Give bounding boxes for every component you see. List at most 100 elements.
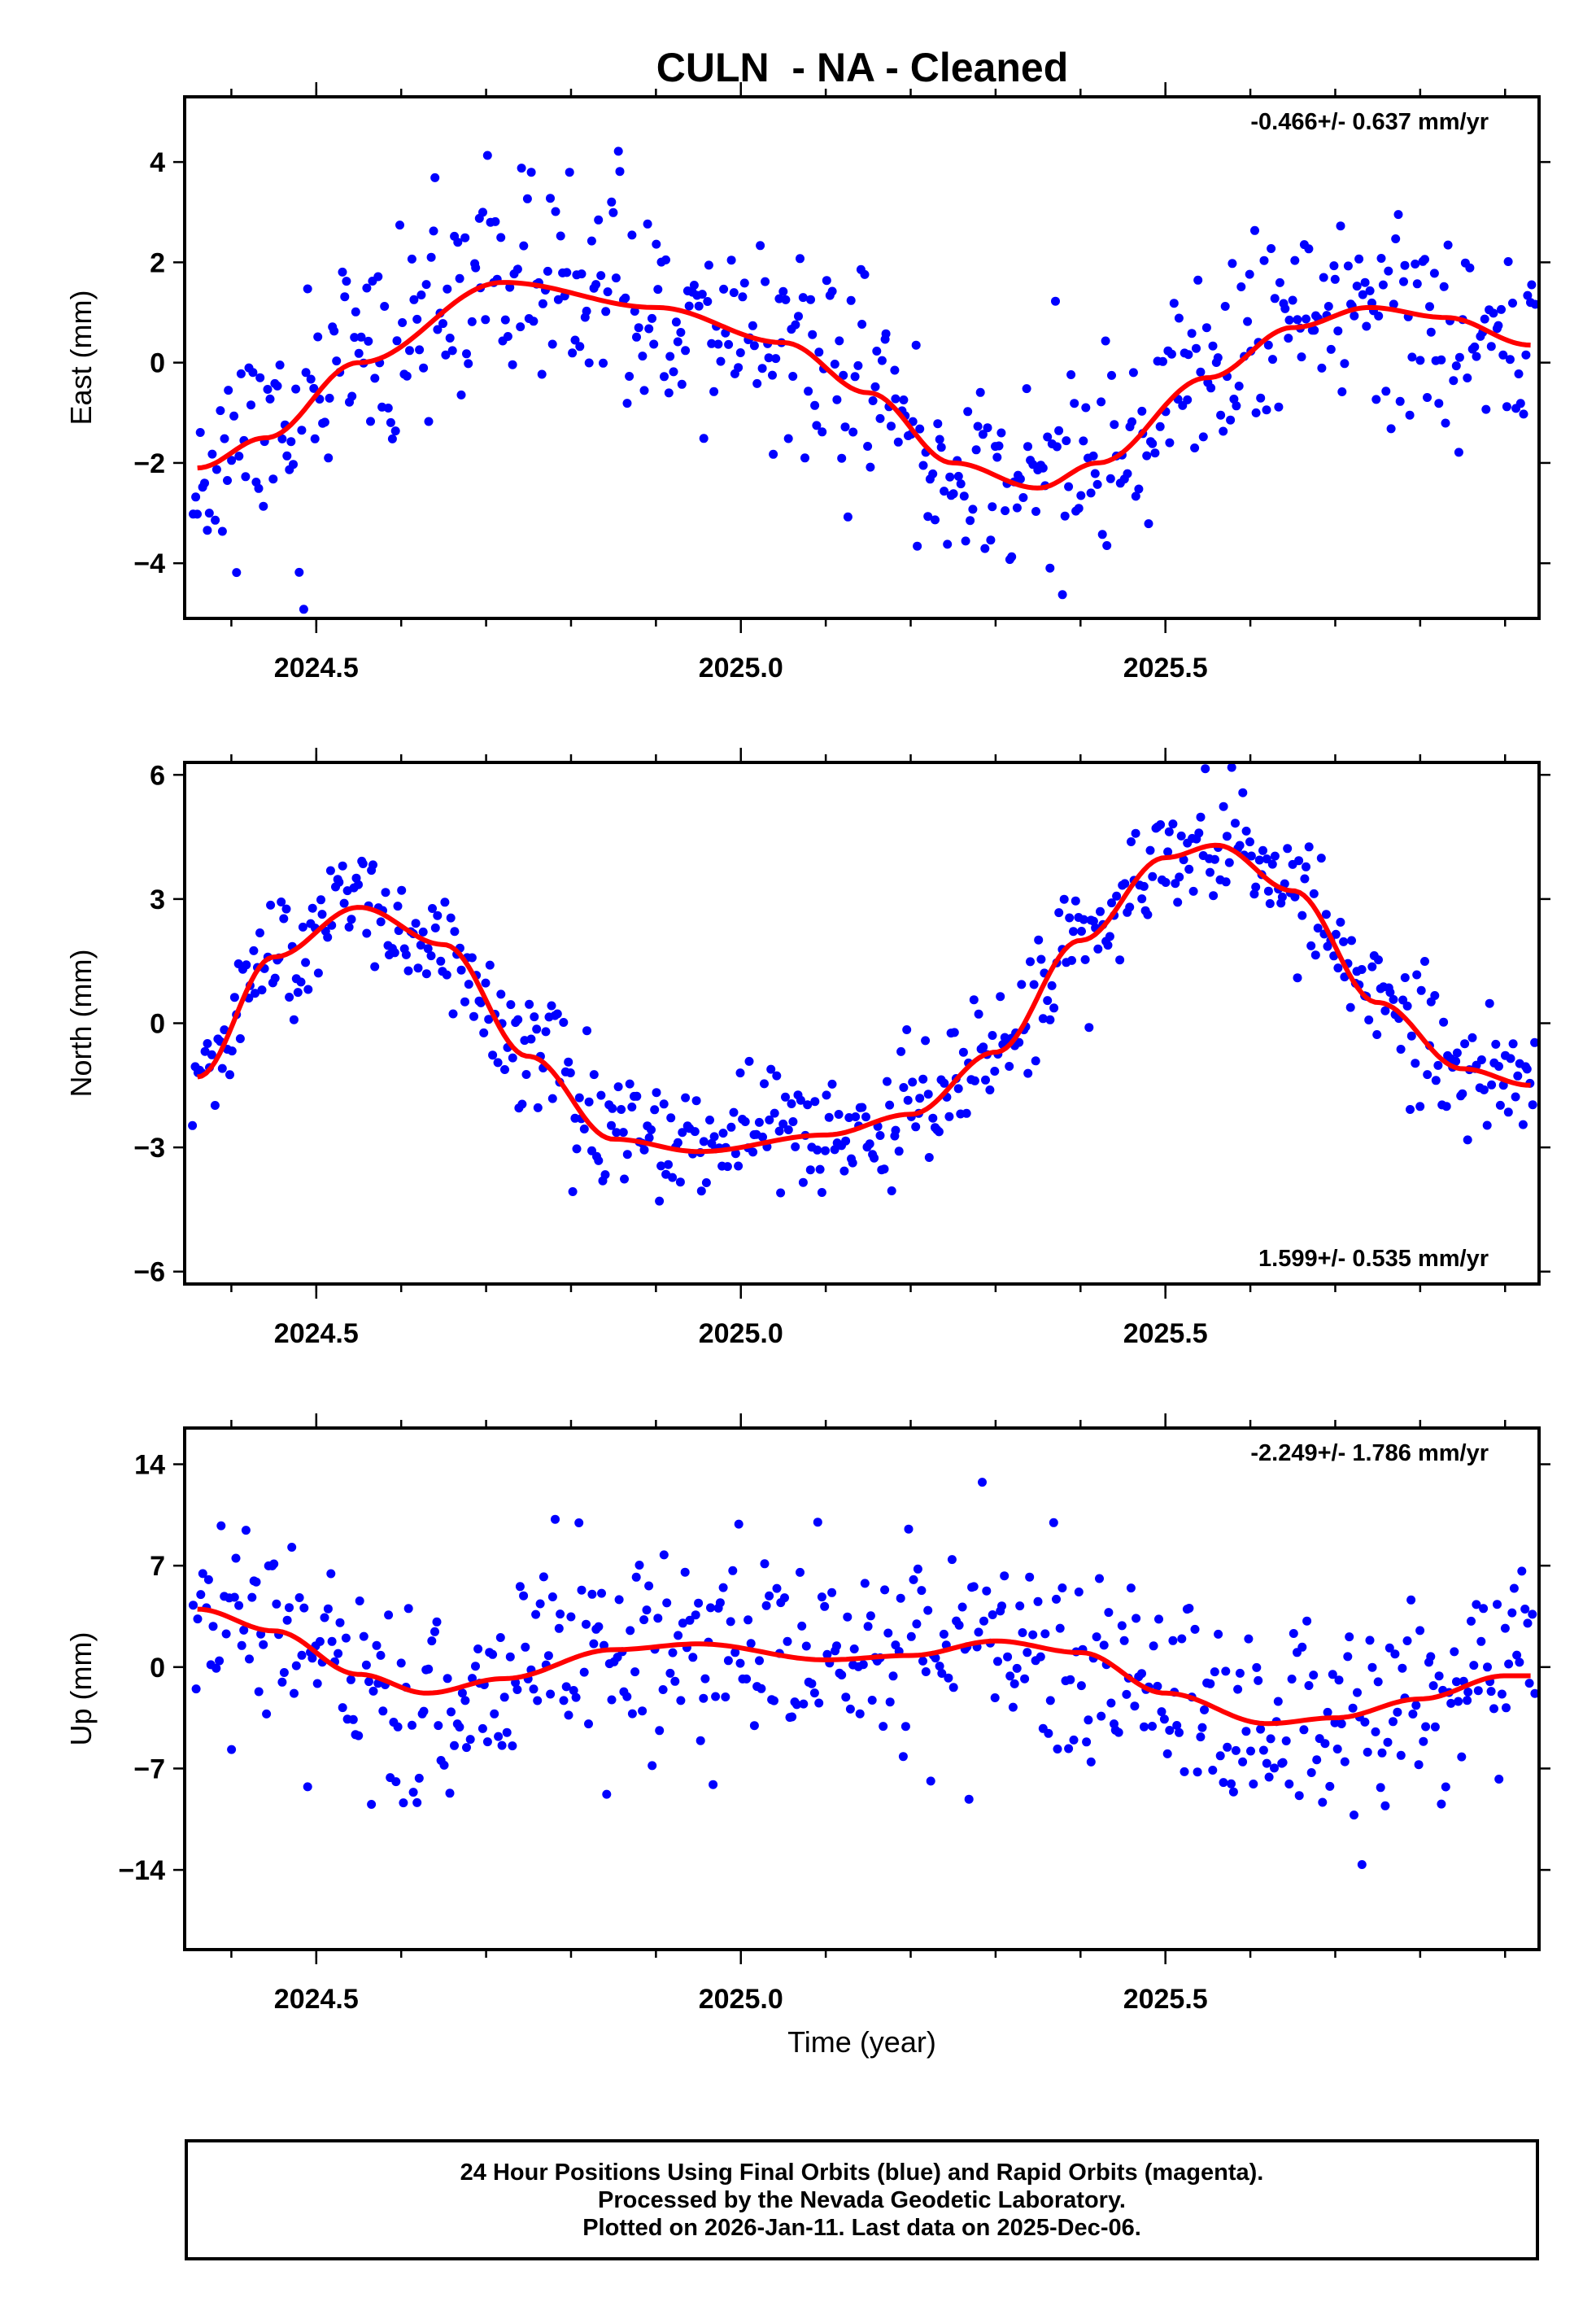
x-tick-label-north: 2025.5 [1123,1318,1208,1349]
data-point-north [1105,932,1114,941]
data-point-east [1201,323,1211,333]
data-point-up [765,1591,774,1601]
data-point-up [1000,1571,1009,1581]
data-point-east [481,315,491,325]
data-point-north [883,1077,892,1086]
data-point-north [1093,944,1103,954]
y-tick-label-up: 0 [150,1653,165,1684]
data-point-north [803,1100,813,1110]
data-point-north [969,995,979,1005]
data-point-east [649,339,659,349]
data-point-north [1023,1068,1033,1078]
data-point-up [1411,1701,1421,1710]
data-point-east [1280,304,1290,313]
data-point-up [1148,1722,1157,1731]
data-point-north [857,1103,867,1112]
data-point-up [1446,1698,1456,1708]
data-point-up [1184,1604,1194,1613]
data-point-east [1216,410,1226,420]
data-point-east [665,352,675,361]
data-point-north [533,1103,543,1112]
data-point-north [958,1047,968,1057]
data-point-east [526,168,536,177]
data-point-north [1458,1089,1467,1098]
data-point-north [428,904,437,913]
data-point-up [515,1582,525,1592]
data-point-up [551,1514,560,1524]
data-point-north [397,885,407,895]
data-point-north [1047,980,1057,990]
data-point-up [885,1697,895,1707]
data-point-east [441,350,451,360]
data-point-north [1416,985,1426,995]
data-point-up [359,1631,368,1641]
data-point-up [863,1622,873,1631]
data-point-north [1043,996,1053,1006]
data-point-up [685,1615,695,1625]
data-point-east [364,336,373,346]
data-point-east [757,364,767,373]
data-point-up [1200,1705,1209,1714]
data-point-up [937,1669,947,1678]
data-point-up [1332,1745,1342,1754]
data-point-up [1469,1661,1479,1671]
data-point-east [1270,294,1280,304]
data-point-up [926,1776,935,1786]
data-point-up [1437,1799,1446,1809]
data-point-north [1491,1039,1501,1049]
data-point-north [1069,927,1078,937]
data-point-east [943,539,953,549]
data-point-north [1148,871,1158,881]
data-point-north [1096,906,1105,916]
data-point-up [699,1693,709,1703]
data-point-east [830,360,839,369]
data-point-east [877,356,887,365]
data-point-east [203,526,212,535]
data-point-east [1256,393,1266,403]
data-point-up [1064,1744,1074,1754]
data-point-east [1275,277,1284,287]
data-point-up [215,1656,225,1666]
data-point-east [648,313,656,323]
data-point-east [366,417,375,426]
data-point-east [325,393,334,403]
data-point-up [196,1590,206,1600]
data-point-up [297,1650,307,1660]
data-point-east [529,317,539,326]
data-point-up [1486,1687,1496,1697]
data-point-up [1025,1572,1035,1582]
data-point-east [289,460,298,469]
data-point-north [1300,874,1310,884]
data-point-north [1249,889,1259,899]
data-point-east [1400,260,1410,270]
data-point-up [904,1524,914,1534]
data-point-up [1426,1652,1436,1662]
data-point-up [327,1636,337,1646]
data-point-north [1309,889,1319,898]
data-point-east [1060,511,1070,521]
data-point-east [380,302,390,311]
data-point-up [680,1567,690,1577]
data-point-north [313,968,323,978]
data-point-east [482,151,492,160]
data-point-up [1197,1723,1207,1732]
data-point-up [1454,1697,1463,1706]
data-point-up [1210,1667,1219,1677]
data-point-east [1443,240,1453,250]
data-point-up [843,1612,853,1622]
data-point-north [1254,855,1264,865]
data-point-east [1166,349,1176,359]
data-point-north [1297,911,1307,920]
data-point-up [471,1662,480,1671]
data-point-up [1227,1779,1236,1788]
data-point-north [564,1057,573,1067]
data-point-east [716,356,726,366]
data-point-east [512,264,522,274]
x-tick-label-up: 2024.5 [274,1984,359,2015]
data-point-north [1031,1056,1040,1066]
data-point-up [988,1610,997,1619]
x-tick-label-east: 2025.5 [1123,653,1208,684]
data-point-up [1467,1616,1476,1626]
data-point-north [1115,955,1125,965]
data-point-up [376,1650,386,1660]
